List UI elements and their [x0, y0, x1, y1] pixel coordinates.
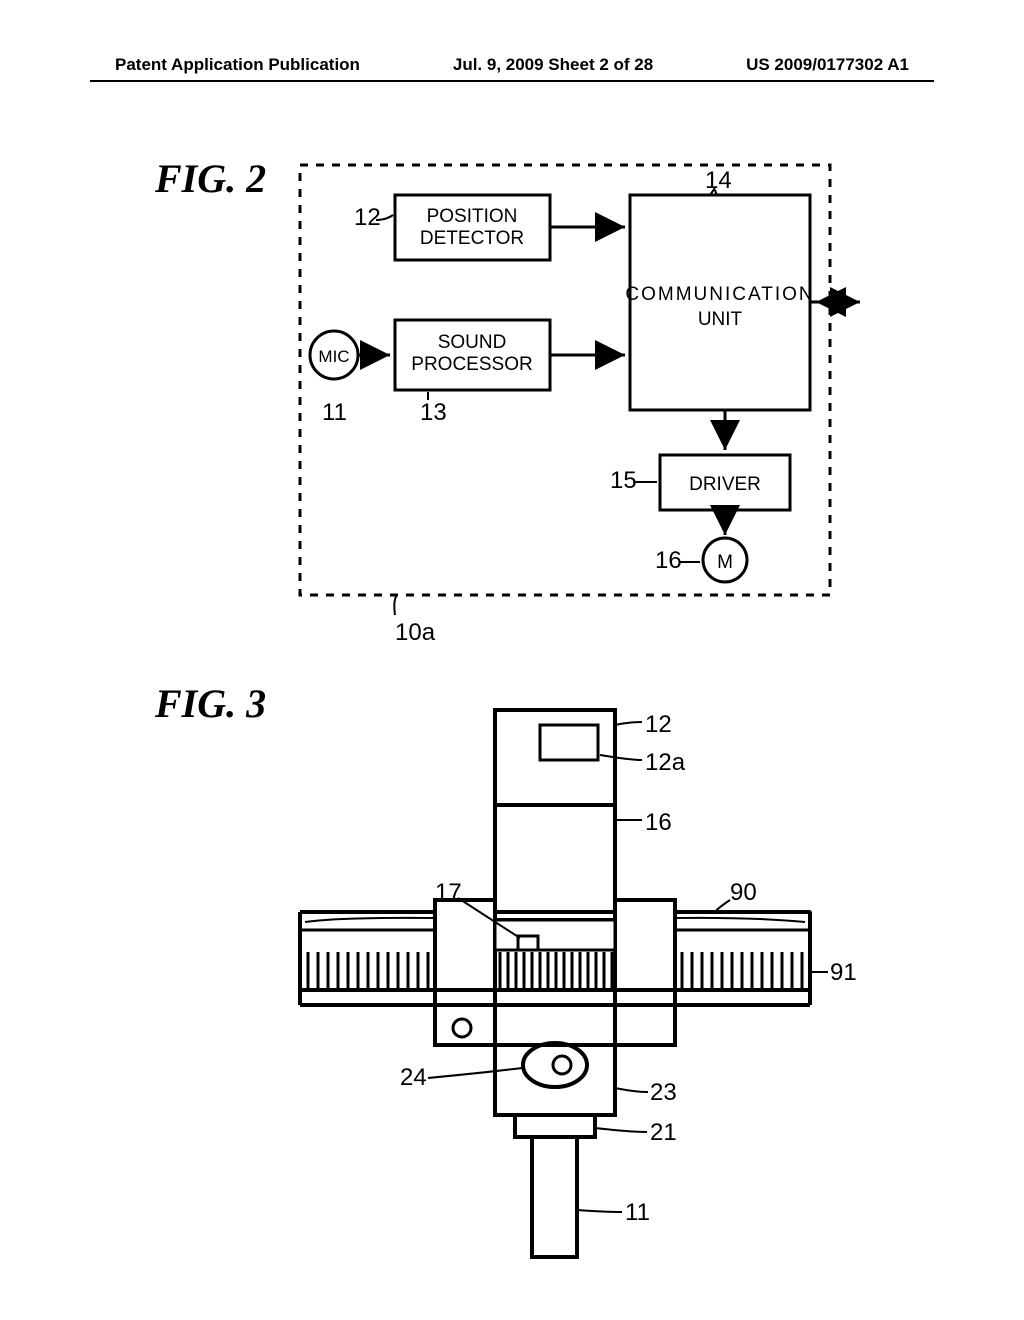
header-rule: [90, 80, 934, 82]
m-node: M: [703, 538, 747, 582]
ref3-90: 90: [730, 879, 757, 906]
communication-unit-text2: UNIT: [698, 309, 743, 330]
mic-text: MIC: [318, 347, 349, 366]
part-12a: [540, 725, 598, 760]
center-plate: [495, 920, 615, 950]
ref3-12: 12: [645, 711, 672, 738]
position-detector-text2: DETECTOR: [420, 228, 524, 249]
ref-10a: 10a: [395, 619, 436, 646]
leader-10a: [394, 595, 397, 615]
ref-16: 16: [655, 547, 682, 574]
header-right: US 2009/0177302 A1: [746, 55, 909, 75]
ref3-17: 17: [435, 879, 462, 906]
ref-11: 11: [322, 399, 347, 426]
fig2: POSITION DETECTOR SOUND PROCESSOR COMMUN…: [300, 165, 860, 646]
ref-14: 14: [705, 167, 732, 194]
ref-13: 13: [420, 399, 447, 426]
ref-12: 12: [354, 204, 381, 231]
part-11: [532, 1137, 577, 1257]
part-23: [495, 1045, 615, 1115]
fig3: 12 12a 16 17 90 91 24 23 21 11: [300, 710, 857, 1257]
ref3-11: 11: [625, 1199, 650, 1226]
diagram-canvas: POSITION DETECTOR SOUND PROCESSOR COMMUN…: [90, 110, 934, 1290]
ref-15: 15: [610, 467, 637, 494]
position-detector-text1: POSITION: [427, 206, 518, 227]
ref3-91: 91: [830, 959, 857, 986]
position-detector-block: POSITION DETECTOR: [395, 195, 550, 260]
sound-processor-text2: PROCESSOR: [411, 354, 532, 375]
carriage-left: [435, 900, 495, 1045]
ref3-24: 24: [400, 1064, 427, 1091]
ref3-23: 23: [650, 1079, 677, 1106]
part-16: [495, 805, 615, 920]
sound-processor-block: SOUND PROCESSOR: [395, 320, 550, 390]
sound-processor-text1: SOUND: [438, 332, 507, 353]
communication-unit-block: COMMUNICATION UNIT: [625, 195, 814, 410]
header-center: Jul. 9, 2009 Sheet 2 of 28: [453, 55, 653, 75]
part-17: [518, 936, 538, 950]
carriage-right: [615, 900, 675, 1045]
communication-unit-text1: COMMUNICATION: [625, 284, 814, 305]
mic-node: MIC: [310, 331, 358, 379]
driver-text: DRIVER: [689, 474, 761, 495]
ref3-12a: 12a: [645, 749, 686, 776]
page-header: Patent Application Publication Jul. 9, 2…: [0, 55, 1024, 75]
m-text: M: [717, 552, 733, 573]
part-21: [515, 1115, 595, 1137]
ref3-21: 21: [650, 1119, 677, 1146]
driver-block: DRIVER: [660, 455, 790, 510]
header-left: Patent Application Publication: [115, 55, 360, 75]
ref3-16: 16: [645, 809, 672, 836]
